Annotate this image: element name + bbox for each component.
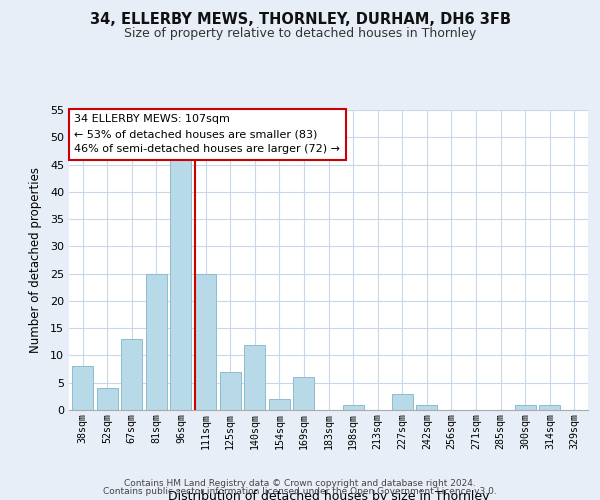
Text: Contains HM Land Registry data © Crown copyright and database right 2024.: Contains HM Land Registry data © Crown c… [124, 478, 476, 488]
Bar [220, 372, 241, 410]
Bar [121, 339, 142, 410]
Bar [515, 404, 536, 410]
Text: 34 ELLERBY MEWS: 107sqm
← 53% of detached houses are smaller (83)
46% of semi-de: 34 ELLERBY MEWS: 107sqm ← 53% of detache… [74, 114, 340, 154]
Bar [97, 388, 118, 410]
Bar [170, 159, 191, 410]
Text: 34, ELLERBY MEWS, THORNLEY, DURHAM, DH6 3FB: 34, ELLERBY MEWS, THORNLEY, DURHAM, DH6 … [89, 12, 511, 28]
Text: Size of property relative to detached houses in Thornley: Size of property relative to detached ho… [124, 28, 476, 40]
X-axis label: Distribution of detached houses by size in Thornley: Distribution of detached houses by size … [168, 490, 489, 500]
Bar [146, 274, 167, 410]
Bar [269, 399, 290, 410]
Text: Contains public sector information licensed under the Open Government Licence v3: Contains public sector information licen… [103, 487, 497, 496]
Bar [392, 394, 413, 410]
Bar [539, 404, 560, 410]
Bar [72, 366, 93, 410]
Bar [416, 404, 437, 410]
Bar [293, 378, 314, 410]
Bar [244, 344, 265, 410]
Bar [343, 404, 364, 410]
Bar [195, 274, 216, 410]
Y-axis label: Number of detached properties: Number of detached properties [29, 167, 41, 353]
